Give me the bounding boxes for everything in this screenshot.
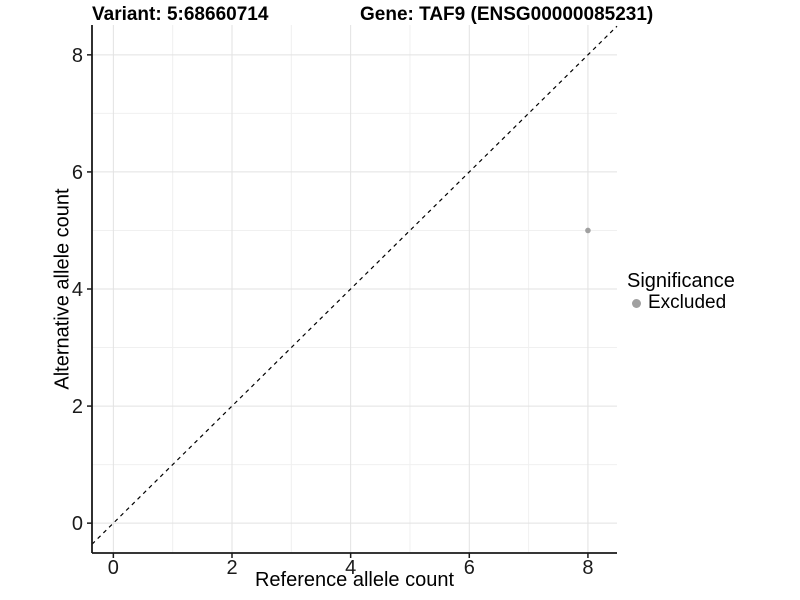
legend-entry-excluded: Excluded <box>627 292 735 313</box>
x-tick-label: 4 <box>345 557 356 579</box>
legend-entry-label: Excluded <box>648 292 727 313</box>
legend: Significance Excluded <box>627 269 735 313</box>
y-tick-label: 6 <box>72 162 83 184</box>
y-tick-label: 2 <box>72 396 83 418</box>
x-tick-label: 8 <box>582 557 593 579</box>
x-tick-label: 2 <box>226 557 237 579</box>
legend-dot-icon <box>632 298 641 308</box>
gene-title: Gene: TAF9 (ENSG00000085231) <box>360 4 654 25</box>
variant-title: Variant: 5:68660714 <box>92 4 269 25</box>
x-tick-label: 6 <box>464 557 475 579</box>
y-axis-title: Alternative allele count <box>51 188 74 390</box>
y-tick-label: 0 <box>72 513 83 535</box>
identity-reference-line <box>91 25 618 545</box>
x-axis-title: Reference allele count <box>254 569 454 591</box>
y-tick-label: 8 <box>72 45 83 67</box>
data-point <box>585 227 591 234</box>
legend-title: Significance <box>627 270 735 292</box>
y-tick-label: 4 <box>72 279 83 301</box>
x-tick-label: 0 <box>108 557 119 579</box>
